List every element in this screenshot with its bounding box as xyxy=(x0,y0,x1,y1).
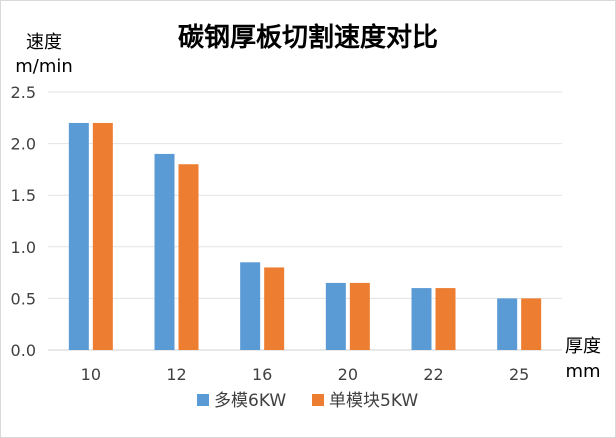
y-tick-label: 2.0 xyxy=(11,135,36,154)
x-tick-label: 20 xyxy=(338,365,358,384)
y-tick-labels: 0.0 0.5 1.0 1.5 2.0 2.5 xyxy=(11,83,36,360)
bar xyxy=(411,288,432,350)
y-axis-label-line-1: 速度 xyxy=(26,32,62,53)
legend-label: 单模块5KW xyxy=(329,391,418,411)
x-tick-labels: 10 12 16 20 22 25 xyxy=(81,365,530,384)
chart-title: 碳钢厚板切割速度对比 xyxy=(178,22,438,53)
bars xyxy=(68,122,542,351)
bar xyxy=(92,122,113,351)
legend-swatch xyxy=(197,394,209,406)
x-tick-label: 25 xyxy=(509,365,529,384)
x-axis-label-line-2: mm xyxy=(565,361,600,382)
y-tick-label: 0.0 xyxy=(11,341,36,360)
y-axis-label-line-2: m/min xyxy=(15,56,73,77)
x-tick-label: 16 xyxy=(252,365,272,384)
gridlines xyxy=(48,91,562,351)
bar xyxy=(435,288,456,350)
bar xyxy=(349,282,370,350)
bar xyxy=(264,267,285,350)
x-tick-label: 22 xyxy=(423,365,443,384)
x-axis-label-line-1: 厚度 xyxy=(565,336,601,357)
x-tick-label: 10 xyxy=(81,365,101,384)
y-tick-label: 1.5 xyxy=(11,186,36,205)
y-tick-label: 0.5 xyxy=(11,289,36,308)
bar xyxy=(178,164,199,350)
legend-label: 多模6KW xyxy=(214,391,286,411)
bar xyxy=(68,122,89,351)
legend-swatch xyxy=(312,394,324,406)
y-tick-label: 2.5 xyxy=(11,83,36,102)
bar xyxy=(240,262,261,350)
bar xyxy=(497,298,518,350)
legend: 多模6KW 单模块5KW xyxy=(197,391,418,411)
x-tick-label: 12 xyxy=(166,365,186,384)
bar xyxy=(154,153,175,350)
bar xyxy=(325,282,346,350)
y-tick-label: 1.0 xyxy=(11,238,36,257)
bar xyxy=(521,298,542,350)
